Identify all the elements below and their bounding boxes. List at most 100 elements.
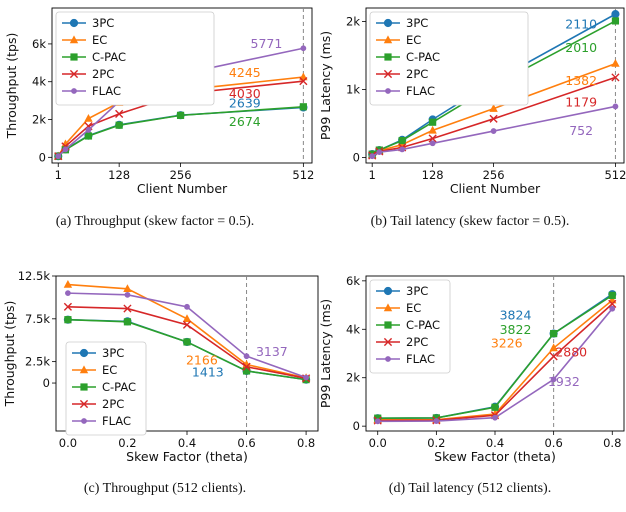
data-point (62, 146, 69, 153)
data-point (65, 290, 71, 297)
data-point (490, 128, 497, 134)
x-tick-label: 256 (483, 168, 505, 182)
data-point (611, 73, 620, 82)
legend-marker (383, 35, 393, 44)
series-flac (369, 103, 619, 160)
y-tick-label: 7.5k (25, 312, 50, 326)
data-point (303, 374, 309, 381)
data-point (115, 109, 124, 118)
value-annotation: 1382 (565, 73, 597, 88)
series-c-pac (374, 291, 616, 422)
value-annotation: 2166 (186, 352, 218, 367)
y-axis-label: P99 Latency (ms) (318, 299, 333, 408)
y-tick-label: 0 (43, 376, 50, 390)
x-tick-label: 128 (422, 168, 444, 182)
legend-marker (383, 303, 393, 312)
data-point (433, 418, 440, 424)
data-point (243, 353, 250, 360)
data-point (55, 153, 62, 160)
data-point (374, 414, 382, 422)
legend-label: EC (102, 363, 117, 377)
legend: 3PC EC C-PAC 2PC FLAC (369, 279, 451, 374)
data-point (611, 10, 620, 19)
legend-marker (71, 88, 77, 94)
legend-box (55, 11, 215, 106)
data-point (611, 59, 620, 67)
data-point (63, 279, 73, 288)
chart-panel: 1 128 256 512 0 2k 4k 6k Client Number Throughput… (4, 7, 314, 229)
data-point (242, 367, 251, 375)
data-point (369, 153, 376, 160)
x-tick-label: 512 (604, 168, 626, 182)
value-annotation: 2639 (229, 95, 261, 110)
value-annotation: 3226 (491, 335, 523, 350)
chart-panel: 1 128 256 512 0 1k 2k Client Number P99 Latency … (318, 7, 626, 229)
data-point (489, 104, 498, 112)
value-annotation: 2010 (565, 40, 597, 55)
y-tick-label: 0 (353, 419, 360, 433)
data-point (85, 127, 92, 133)
chart-panel: 0.0 0.2 0.4 0.6 0.8 0 2.5k 7.5k 12.5k Skew Factor… (2, 269, 319, 496)
data-point (492, 414, 498, 421)
legend-label: 3PC (406, 16, 428, 30)
value-annotation: 3824 (500, 308, 532, 323)
data-point (609, 305, 616, 312)
data-point (299, 103, 307, 111)
figure-caption: (b) Tail latency (skew factor = 0.5). (371, 214, 570, 229)
legend-marker (384, 53, 392, 61)
legend-label: C-PAC (406, 50, 440, 64)
series-flac (374, 305, 616, 425)
x-tick-label: 0.2 (118, 436, 136, 450)
y-tick-label: 4k (32, 75, 46, 89)
legend-marker (385, 356, 391, 362)
legend-marker (385, 88, 391, 94)
figure-caption: (c) Throughput (512 clients). (84, 481, 246, 496)
value-annotation: 4245 (229, 65, 261, 80)
legend-box (369, 11, 529, 106)
legend-label: 2PC (406, 335, 428, 349)
data-point (300, 45, 307, 52)
data-point (612, 103, 619, 110)
legend-label: C-PAC (102, 380, 136, 394)
data-point (184, 303, 190, 310)
data-point (63, 302, 73, 311)
legend-label: EC (92, 33, 107, 47)
y-tick-label: 6k (346, 274, 360, 288)
x-tick-label: 128 (108, 168, 130, 182)
legend-box (369, 279, 451, 374)
series-2pc (63, 302, 311, 383)
value-annotation: 5771 (251, 36, 283, 51)
value-annotation: 3137 (256, 344, 288, 359)
value-annotation: 1413 (192, 365, 224, 380)
plot-frame (365, 7, 625, 164)
legend-label: 3PC (102, 346, 124, 360)
figure-caption: (d) Tail latency (512 clients). (389, 481, 551, 496)
y-tick-label: 4k (346, 322, 360, 336)
legend-marker (383, 286, 393, 296)
data-point (115, 121, 123, 129)
legend-marker (69, 35, 79, 44)
data-point (176, 111, 185, 119)
x-axis-label: Client Number (450, 181, 541, 196)
x-tick-label: 0.4 (486, 436, 504, 450)
value-annotation: 2110 (565, 16, 597, 31)
value-annotation: 1932 (548, 374, 580, 389)
y-tick-label: 6k (32, 37, 46, 51)
legend-marker (80, 383, 88, 391)
data-point (550, 376, 557, 383)
data-point (608, 299, 617, 308)
y-tick-label: 2k (346, 15, 360, 29)
x-axis-label: Client Number (137, 181, 228, 196)
x-tick-label: 0.0 (59, 436, 77, 450)
legend-marker (384, 321, 392, 329)
y-axis-label: Throughput (tps) (4, 33, 19, 140)
data-point (549, 352, 558, 361)
legend: 3PC EC C-PAC 2PC FLAC (55, 11, 215, 106)
data-point (123, 284, 132, 293)
data-point (182, 320, 192, 329)
legend-marker (383, 337, 393, 347)
y-tick-label: 2k (346, 371, 360, 385)
legend-label: 2PC (102, 397, 124, 411)
y-axis-label: Throughput (tps) (2, 301, 17, 408)
